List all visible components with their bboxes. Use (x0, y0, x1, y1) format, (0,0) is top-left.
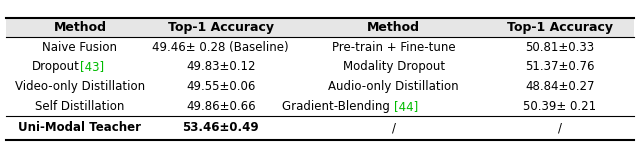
Text: Self Distillation: Self Distillation (35, 100, 125, 113)
Text: Audio-only Distillation: Audio-only Distillation (328, 80, 459, 93)
Text: 49.83±0.12: 49.83±0.12 (186, 60, 255, 73)
Text: [44]: [44] (394, 100, 418, 113)
Text: [43]: [43] (80, 60, 104, 73)
Text: 48.84±0.27: 48.84±0.27 (525, 80, 595, 93)
Text: /: / (558, 121, 562, 134)
Text: Top-1 Accuracy: Top-1 Accuracy (507, 21, 613, 34)
Text: Video-only Distillation: Video-only Distillation (15, 80, 145, 93)
Text: Uni-Modal Teacher: Uni-Modal Teacher (19, 121, 141, 134)
Text: /: / (392, 121, 396, 134)
Text: 50.81±0.33: 50.81±0.33 (525, 41, 595, 54)
Text: 49.55±0.06: 49.55±0.06 (186, 80, 255, 93)
Text: Top-1 Accuracy: Top-1 Accuracy (168, 21, 274, 34)
Text: Method: Method (367, 21, 420, 34)
Text: Gradient-Blending: Gradient-Blending (282, 100, 394, 113)
Text: 51.37±0.76: 51.37±0.76 (525, 60, 595, 73)
Text: Method: Method (54, 21, 106, 34)
Text: Naive Fusion: Naive Fusion (42, 41, 118, 54)
Text: Dropout: Dropout (32, 60, 80, 73)
Text: 53.46±0.49: 53.46±0.49 (182, 121, 259, 134)
Text: 49.86±0.66: 49.86±0.66 (186, 100, 255, 113)
Text: 50.39± 0.21: 50.39± 0.21 (524, 100, 596, 113)
Text: 49.46± 0.28 (Baseline): 49.46± 0.28 (Baseline) (152, 41, 289, 54)
Text: Modality Dropout: Modality Dropout (342, 60, 445, 73)
Text: Pre-train + Fine-tune: Pre-train + Fine-tune (332, 41, 456, 54)
Bar (6, 18, 634, 37)
